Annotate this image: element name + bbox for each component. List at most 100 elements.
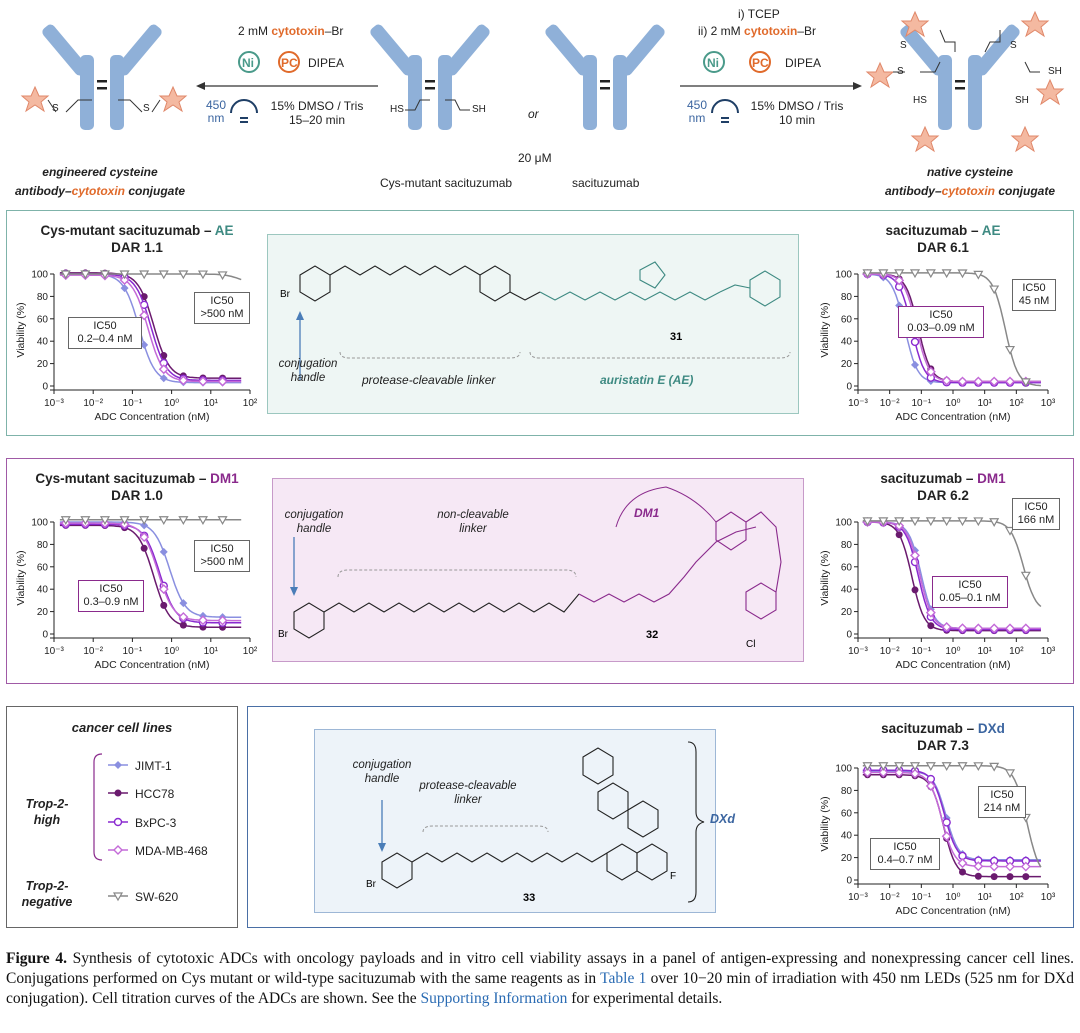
- data-point: [925, 780, 936, 791]
- svg-text:33: 33: [523, 892, 535, 904]
- data-point: [160, 601, 168, 609]
- data-point: [895, 301, 904, 310]
- cys-mutant-label: Cys-mutant sacituzumab: [380, 176, 513, 190]
- y-tick-label: 100: [835, 518, 852, 529]
- data-point: [957, 376, 968, 387]
- ae-molecule-structure: Br 31: [280, 261, 791, 380]
- data-point: [910, 550, 920, 561]
- sh-label: SH: [1048, 66, 1062, 77]
- dxd-linker-label: protease-cleavable linker: [419, 780, 517, 806]
- data-point: [909, 269, 921, 279]
- x-tick-label: 10⁻¹: [123, 398, 143, 409]
- ic50-box: IC50 >500 nM: [194, 540, 250, 572]
- ic50-box: IC50 >500 nM: [194, 292, 250, 324]
- y-tick-label: 0: [42, 382, 48, 393]
- x-tick-label: 10⁰: [164, 646, 179, 657]
- data-point: [1005, 861, 1015, 872]
- data-point: [925, 269, 936, 279]
- y-tick-label: 80: [841, 540, 853, 551]
- data-point: [894, 517, 905, 527]
- data-point: [909, 517, 921, 527]
- y-tick-label: 60: [37, 562, 49, 573]
- dm1-handle-label: conjugation handle: [284, 509, 344, 535]
- svg-text:Br: Br: [366, 879, 377, 890]
- x-tick-label: 10⁰: [945, 892, 960, 903]
- series-line-HCC78: [59, 524, 242, 629]
- y-tick-label: 0: [846, 630, 852, 641]
- x-tick-label: 10⁻¹: [123, 646, 143, 657]
- x-tick-label: 10²: [1009, 892, 1024, 903]
- table-1-link[interactable]: Table 1: [600, 970, 647, 987]
- data-point: [80, 516, 91, 525]
- star-icon: [158, 85, 188, 113]
- data-point: [941, 375, 952, 386]
- series-line-SW-620: [862, 272, 1041, 387]
- y-tick-label: 100: [835, 764, 852, 775]
- data-point: [178, 270, 189, 280]
- data-point: [217, 376, 228, 387]
- data-point: [957, 517, 968, 527]
- star-icon: [900, 10, 930, 38]
- ic50-box: IC50 0.03–0.09 nM: [898, 306, 984, 338]
- ae-right-title: sacituzumab – AE DAR 6.1: [885, 223, 1001, 255]
- data-point: [217, 615, 228, 626]
- top-scheme: [20, 10, 1065, 153]
- data-point: [158, 516, 169, 525]
- y-axis-label: Viability (%): [15, 550, 27, 605]
- data-point: [895, 531, 903, 539]
- star-icon: [910, 125, 940, 153]
- data-point: [989, 518, 1000, 527]
- x-tick-label: 10⁻²: [83, 646, 103, 657]
- data-point: [1005, 623, 1015, 634]
- data-point: [120, 284, 129, 293]
- data-point: [862, 269, 873, 279]
- y-tick-label: 0: [846, 382, 852, 393]
- dxd-title: sacituzumab – DXd DAR 7.3: [881, 721, 1005, 753]
- ae-payload-label: auristatin E (AE): [600, 373, 694, 387]
- y-tick-label: 40: [841, 831, 853, 842]
- svg-text:Br: Br: [278, 629, 289, 640]
- data-point: [1020, 623, 1031, 634]
- x-tick-label: 10²: [243, 646, 258, 657]
- data-point: [140, 521, 149, 530]
- y-tick-label: 100: [31, 270, 48, 281]
- pc-catalyst-icon: [749, 51, 771, 73]
- data-point: [910, 768, 920, 779]
- data-point: [925, 517, 936, 527]
- chart-dm1-sacituzumab: 0 20 40 60 80 100 10⁻³ 10⁻² 10⁻¹ 10⁰ 10¹ 10² 10³ Viab…: [819, 517, 1056, 671]
- star-icon: [1010, 125, 1040, 153]
- ae-panel: [6, 210, 1074, 436]
- y-tick-label: 20: [841, 853, 853, 864]
- data-point: [1006, 873, 1014, 881]
- x-tick-label: 10⁻³: [848, 398, 868, 409]
- series-points-SW-620: [862, 517, 1031, 581]
- x-tick-label: 10³: [1041, 892, 1056, 903]
- data-point: [178, 375, 189, 386]
- dxd-handle-label: conjugation handle: [352, 759, 412, 785]
- pc-catalyst-icon: [278, 51, 300, 73]
- data-point: [909, 762, 921, 771]
- data-point: [973, 517, 984, 527]
- x-tick-label: 10⁻³: [848, 892, 868, 903]
- dm1-molecule-structure: Br 32 Cl: [278, 486, 782, 650]
- data-point: [158, 584, 169, 595]
- y-tick-label: 80: [841, 292, 853, 303]
- dm1-panel: [6, 458, 1074, 684]
- s-label: S: [52, 103, 59, 114]
- star-icon: [1020, 10, 1050, 38]
- data-point: [179, 621, 187, 629]
- ae-linker-label: protease-cleavable linker: [362, 373, 496, 387]
- legend-item: BxPC-3: [135, 816, 177, 830]
- ic50-box: IC50 0.3–0.9 nM: [78, 580, 144, 612]
- sh-label: SH: [472, 104, 486, 115]
- data-point: [139, 310, 150, 321]
- y-tick-label: 20: [37, 607, 49, 618]
- data-point: [1020, 378, 1031, 388]
- y-tick-label: 60: [37, 314, 49, 325]
- y-axis-label: Viability (%): [819, 550, 831, 605]
- ni-label: Ni: [242, 56, 254, 70]
- supporting-information-link[interactable]: Supporting Information: [420, 990, 568, 1007]
- legend-group-high: Trop-2-high: [25, 797, 69, 827]
- y-tick-label: 20: [841, 607, 853, 618]
- data-point: [862, 767, 873, 778]
